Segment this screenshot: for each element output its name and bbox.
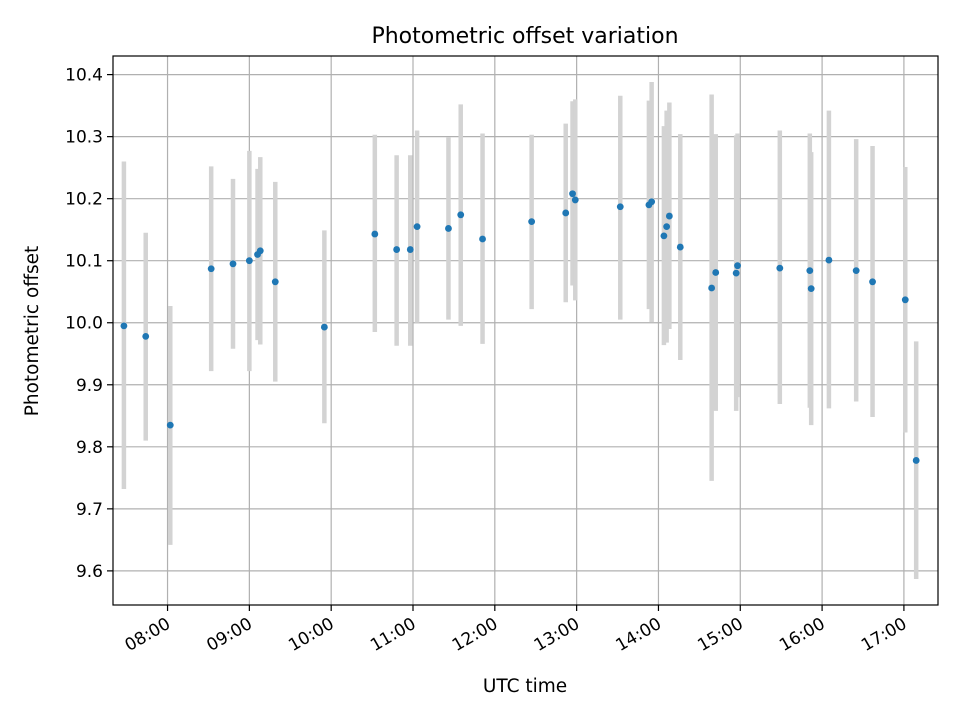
data-point (869, 278, 876, 286)
data-point (734, 262, 741, 270)
y-tick-label: 10.0 (65, 314, 103, 334)
data-point (528, 218, 536, 226)
data-point (142, 332, 150, 340)
data-point (912, 457, 920, 464)
y-axis-ticks: 9.6 9.7 9.8 9.9 10.0 10.1 10.2 10.3 10.4 (65, 66, 113, 582)
data-point (479, 235, 486, 243)
y-tick-label: 10.2 (65, 190, 103, 210)
data-point (562, 209, 570, 217)
data-point (166, 421, 174, 429)
data-point (776, 264, 784, 272)
y-tick-label: 10.3 (65, 128, 103, 148)
data-point (406, 246, 414, 253)
data-point (445, 225, 452, 232)
y-axis-label: Photometric offset (22, 246, 43, 417)
data-point (663, 223, 671, 230)
y-tick-label: 9.9 (76, 376, 103, 396)
plot-frame (112, 55, 939, 606)
y-tick-label: 9.7 (76, 500, 103, 520)
y-tick-label: 9.6 (76, 562, 103, 582)
data-point (708, 284, 716, 292)
point-layer (120, 190, 920, 464)
x-axis-label: UTC time (483, 676, 567, 697)
data-point (457, 211, 465, 219)
data-point (648, 198, 656, 206)
data-point (320, 323, 328, 331)
data-point (807, 285, 815, 293)
data-point (371, 230, 379, 238)
data-point (571, 196, 579, 204)
y-tick-label: 9.8 (76, 438, 103, 458)
data-point (569, 190, 576, 198)
data-point (393, 246, 401, 253)
data-point (825, 256, 833, 264)
data-point (256, 247, 264, 255)
data-point (229, 260, 237, 268)
data-point (806, 267, 814, 275)
y-tick-label: 10.4 (65, 66, 103, 86)
data-point (665, 212, 673, 220)
chart-title: Photometric offset variation (371, 24, 678, 49)
data-point (712, 269, 720, 276)
data-point (676, 243, 684, 251)
data-point (901, 296, 909, 304)
data-point (413, 223, 421, 230)
data-point (852, 267, 860, 275)
data-point (245, 257, 253, 265)
data-point (207, 265, 215, 273)
data-point (660, 232, 668, 240)
data-point (732, 269, 740, 277)
data-point (271, 278, 279, 286)
data-point (616, 203, 624, 211)
y-tick-label: 10.1 (65, 252, 103, 272)
data-point (120, 322, 128, 330)
